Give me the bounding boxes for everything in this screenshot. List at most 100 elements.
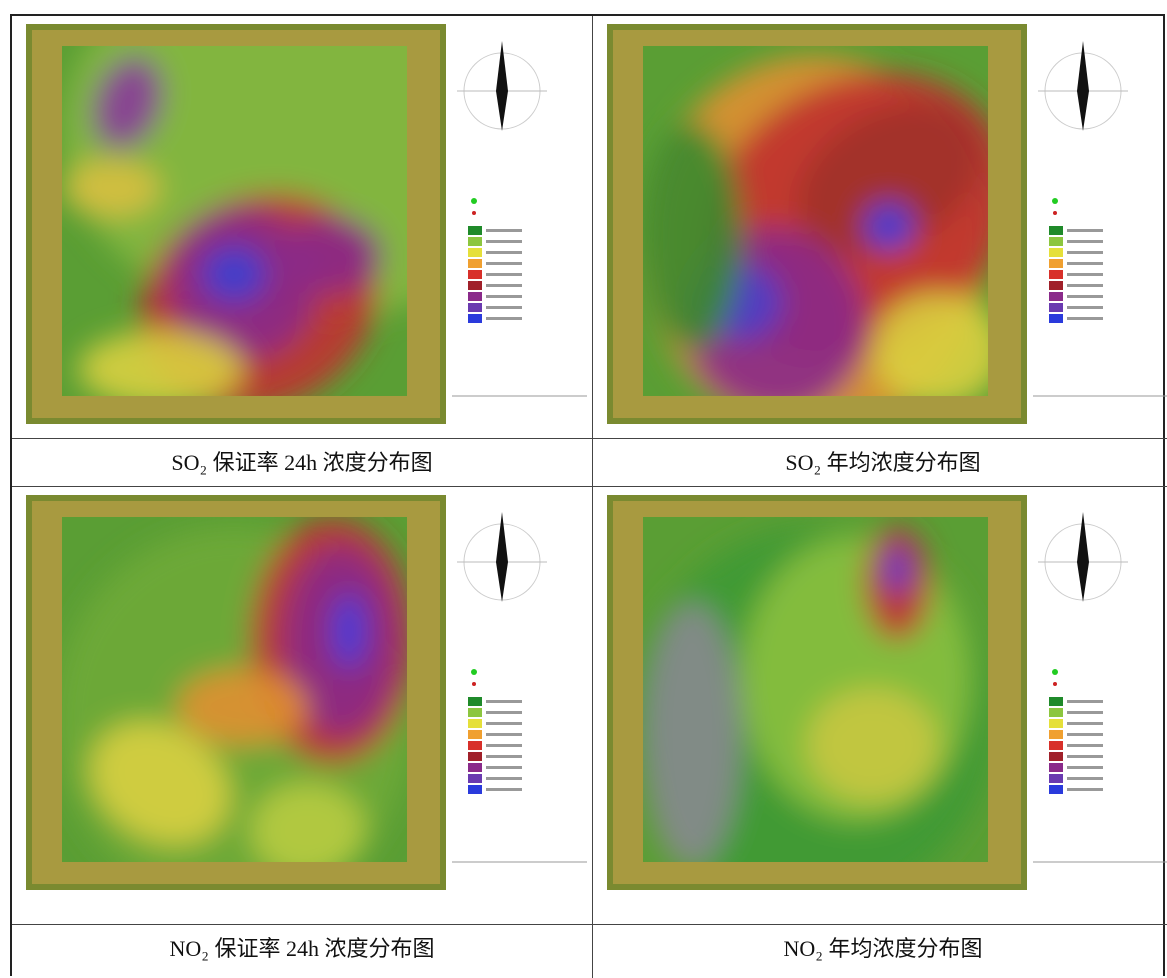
legend-swatch [468, 730, 482, 739]
legend-swatch [468, 292, 482, 301]
legend-text-bar [486, 700, 522, 703]
legend-text-bar [1067, 240, 1103, 243]
legend-text-bar [486, 777, 522, 780]
legend-marker [471, 669, 477, 675]
legend-swatch [1049, 303, 1063, 312]
compass-needle [1077, 41, 1089, 131]
legend-swatch [1049, 763, 1063, 772]
legend-text-bar [486, 766, 522, 769]
page: SO₂ 保证率 24h 浓度分布图 SO₂ 年均浓度分布图 NO₂ 保证率 24… [0, 0, 1167, 976]
legend-marker [1052, 198, 1058, 204]
caption: SO₂ 保证率 24h 浓度分布图 [12, 439, 592, 487]
map-figure [593, 487, 1167, 924]
legend-swatch [1049, 281, 1063, 290]
legend-swatch [468, 281, 482, 290]
legend-text-bar [486, 744, 522, 747]
contour-blob [177, 669, 308, 745]
contours [635, 527, 996, 907]
legend-swatch [468, 237, 482, 246]
legend-text-bar [486, 273, 522, 276]
map-cell [593, 16, 1167, 437]
legend-swatch [1049, 719, 1063, 728]
legend-text-bar [486, 722, 522, 725]
legend-text-bar [1067, 273, 1103, 276]
legend-swatch [1049, 697, 1063, 706]
concentration-field [54, 517, 415, 907]
legend-text-bar [1067, 711, 1103, 714]
legend-swatch [1049, 270, 1063, 279]
legend-text-bar [1067, 251, 1103, 254]
legend-swatch [1049, 774, 1063, 783]
compass-needle [1077, 512, 1089, 602]
legend-text-bar [486, 755, 522, 758]
legend-text-bar [486, 295, 522, 298]
legend-swatch [468, 303, 482, 312]
legend-swatch [1049, 226, 1063, 235]
contour-blob [201, 246, 267, 303]
legend-text-bar [1067, 306, 1103, 309]
legend-text-bar [486, 284, 522, 287]
legend-marker [1052, 669, 1058, 675]
legend-text-bar [486, 733, 522, 736]
legend-swatch [1049, 248, 1063, 257]
legend-text-bar [1067, 744, 1103, 747]
legend-text-bar [1067, 722, 1103, 725]
legend-swatch [468, 763, 482, 772]
legend-swatch [468, 741, 482, 750]
legend-marker [472, 682, 476, 686]
caption: NO₂ 年均浓度分布图 [593, 925, 1167, 973]
legend-text-bar [486, 317, 522, 320]
legend-swatch [468, 774, 482, 783]
legend-text-bar [1067, 733, 1103, 736]
legend-text-bar [486, 306, 522, 309]
legend-swatch [468, 248, 482, 257]
legend-swatch [1049, 752, 1063, 761]
contour-blob [873, 293, 1004, 407]
legend-text-bar [1067, 229, 1103, 232]
legend-text-bar [1067, 788, 1103, 791]
contour-blob [885, 546, 910, 594]
legend-swatch [1049, 708, 1063, 717]
legend-text-bar [1067, 766, 1103, 769]
legend-text-bar [1067, 262, 1103, 265]
legend-text-bar [486, 229, 522, 232]
legend-text-bar [1067, 777, 1103, 780]
legend-swatch [1049, 292, 1063, 301]
legend-swatch [468, 270, 482, 279]
legend-text-bar [1067, 317, 1103, 320]
legend-marker [1053, 211, 1057, 215]
legend-text-bar [486, 262, 522, 265]
legend-swatch [468, 708, 482, 717]
legend-swatch [468, 697, 482, 706]
legend-swatch [468, 259, 482, 268]
contour-blob [62, 160, 160, 217]
contour-blob [807, 688, 938, 802]
map-figure [593, 16, 1167, 437]
legend-marker [1053, 682, 1057, 686]
caption: NO₂ 保证率 24h 浓度分布图 [12, 925, 592, 973]
contour-blob [643, 603, 741, 869]
legend-marker [472, 211, 476, 215]
legend-swatch [468, 785, 482, 794]
legend-marker [471, 198, 477, 204]
legend-swatch [468, 226, 482, 235]
legend-text-bar [1067, 755, 1103, 758]
map-cell [12, 16, 591, 437]
caption: SO₂ 年均浓度分布图 [593, 439, 1167, 487]
legend-swatch [468, 719, 482, 728]
legend-swatch [468, 752, 482, 761]
legend-swatch [1049, 730, 1063, 739]
legend-swatch [1049, 237, 1063, 246]
legend-text-bar [486, 240, 522, 243]
figure-table: SO₂ 保证率 24h 浓度分布图 SO₂ 年均浓度分布图 NO₂ 保证率 24… [10, 14, 1165, 976]
legend-text-bar [1067, 700, 1103, 703]
legend-swatch [1049, 741, 1063, 750]
legend-text-bar [1067, 295, 1103, 298]
map-figure [12, 16, 591, 437]
compass-needle [496, 512, 508, 602]
legend-swatch [1049, 259, 1063, 268]
legend-text-bar [1067, 284, 1103, 287]
map-cell [593, 487, 1167, 924]
legend-text-bar [486, 711, 522, 714]
map-figure [12, 487, 591, 924]
